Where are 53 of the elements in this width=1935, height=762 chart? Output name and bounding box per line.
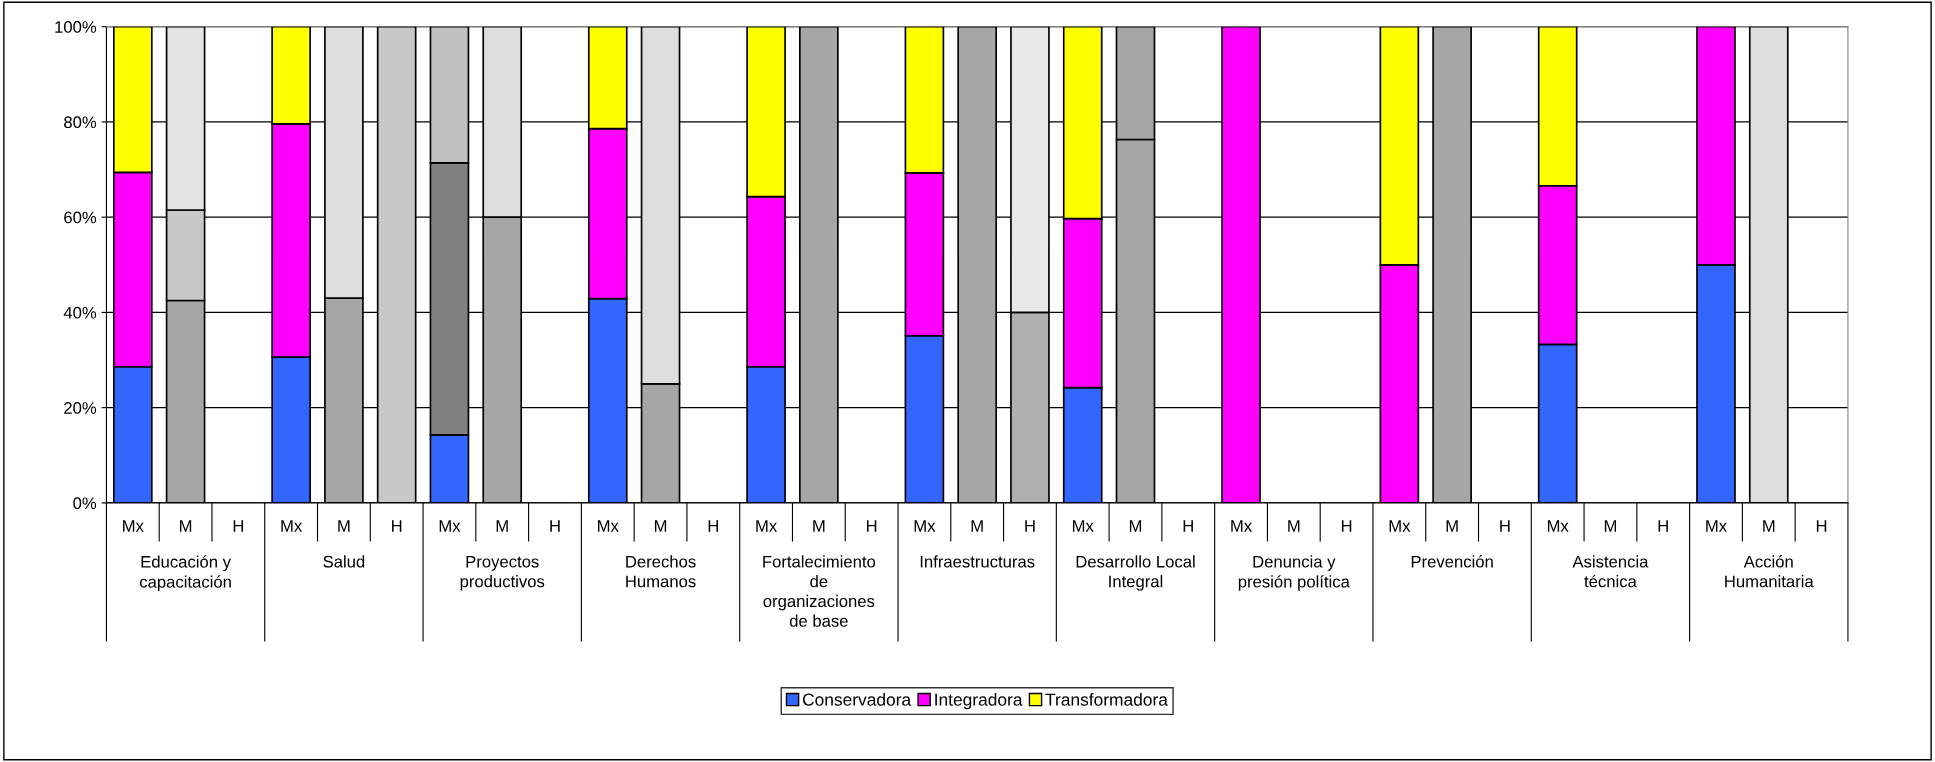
y-tick-label: 0% xyxy=(73,497,97,510)
y-tick-label: 60% xyxy=(64,211,97,224)
text: Asistencia técnica xyxy=(1572,555,1649,588)
text: Proyectos productivos xyxy=(460,555,545,591)
x-tick-label: M xyxy=(496,520,508,532)
x-tick-label: M xyxy=(1604,520,1617,532)
x-tick-label: Mx xyxy=(1231,520,1252,532)
x-tick-label: H xyxy=(392,520,402,532)
x-tick-label: H xyxy=(1658,520,1668,532)
x-tick-label: Mx xyxy=(598,520,619,532)
x-tick-label: H xyxy=(1341,520,1352,532)
x-tick-label: Mx xyxy=(1072,520,1094,532)
x-tick-label: H xyxy=(708,520,718,532)
x-tick-label: Mx xyxy=(756,520,778,532)
x-tick-label: H xyxy=(233,520,244,532)
x-tick-label: H xyxy=(1183,520,1193,532)
x-tick-label: M xyxy=(338,520,350,532)
x-tick-label: H xyxy=(1500,520,1510,532)
x-tick-label: M xyxy=(813,520,825,532)
text: Salud xyxy=(323,555,365,568)
text: Acción Humanitaria xyxy=(1725,555,1814,588)
x-tick-label: M xyxy=(1129,520,1142,532)
y-tick-label: 20% xyxy=(64,402,97,414)
text: Prevención xyxy=(1411,555,1493,568)
x-tick-label: Mx xyxy=(914,520,936,532)
text: Desarrollo Local Integral xyxy=(1076,555,1195,591)
text: Denuncia y presión política xyxy=(1238,555,1350,591)
legend-label: Integradora xyxy=(935,693,1023,710)
x-tick-label: Mx xyxy=(123,520,144,532)
y-tick-label: 40% xyxy=(63,306,97,319)
x-tick-label: M xyxy=(1763,520,1775,532)
x-tick-label: H xyxy=(866,520,877,532)
x-tick-label: Mx xyxy=(1547,520,1569,532)
text: Infraestructuras xyxy=(920,555,1035,568)
text: Derechos Humanos xyxy=(626,555,696,588)
x-tick-label: Mx xyxy=(1389,520,1411,532)
x-tick-label: Mx xyxy=(1706,520,1727,532)
x-tick-label: M xyxy=(654,520,667,532)
x-tick-label: H xyxy=(1025,520,1035,532)
x-tick-label: M xyxy=(971,520,983,532)
text: Educación y capacitación xyxy=(139,555,231,592)
x-tick-label: Mx xyxy=(281,520,303,532)
x-tick-label: Mx xyxy=(439,520,461,532)
x-tick-label: H xyxy=(550,520,560,532)
legend-label: Transformadora xyxy=(1045,693,1168,706)
text: Fortalecimiento de organizaciones de base xyxy=(763,555,876,627)
legend-label: Conservadora xyxy=(802,693,912,706)
x-tick-label: M xyxy=(1288,520,1300,532)
x-tick-label: M xyxy=(1446,520,1458,532)
x-tick-label: M xyxy=(180,520,192,532)
y-tick-label: 100% xyxy=(55,21,97,33)
y-tick-label: 80% xyxy=(64,116,97,129)
x-tick-label: H xyxy=(1816,520,1827,532)
